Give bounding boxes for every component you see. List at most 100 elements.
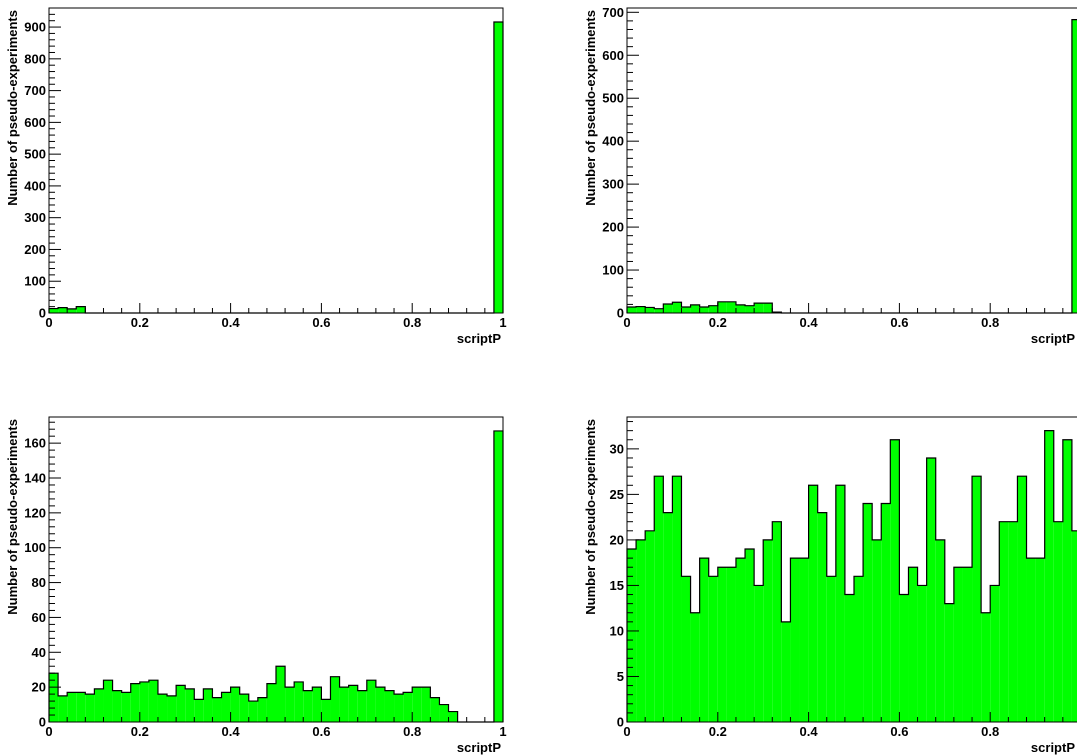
histogram-bar	[754, 303, 764, 313]
histogram-bar	[276, 666, 286, 722]
histogram-bar	[1008, 521, 1018, 722]
x-tick-label: 0.6	[312, 315, 330, 330]
histogram-bar	[672, 476, 682, 722]
x-axis-title: scriptP	[1031, 331, 1075, 346]
plot-frame	[626, 416, 1077, 723]
histogram-bar	[366, 680, 376, 722]
histogram-bar	[375, 687, 385, 722]
histogram-bar	[212, 697, 222, 722]
histogram-bar	[627, 549, 637, 722]
y-tick-label: 200	[24, 242, 46, 257]
histogram-bar	[681, 576, 691, 722]
y-tick-label: 600	[24, 115, 46, 130]
y-tick-label: 20	[32, 680, 46, 695]
histogram-bar	[167, 695, 177, 722]
histogram-bar	[348, 685, 358, 722]
histogram-bar	[708, 576, 718, 722]
y-tick-label: 100	[24, 274, 46, 289]
x-axis-title: scriptP	[457, 331, 501, 346]
histogram-bar	[339, 687, 349, 722]
x-tick-label: 0.4	[800, 315, 819, 330]
histogram-bar	[1017, 476, 1027, 722]
x-tick-label: 0.8	[981, 315, 999, 330]
histogram-bar	[917, 585, 927, 722]
histogram-bar	[67, 692, 77, 722]
histogram-bar	[1062, 439, 1072, 722]
histogram-bar	[717, 301, 727, 313]
histogram-bar	[257, 697, 267, 722]
histogram-bar	[203, 688, 213, 722]
x-tick-label: 0.6	[890, 315, 908, 330]
histogram-bar	[1026, 558, 1036, 722]
histogram-bar	[654, 308, 664, 313]
x-tick-label: 0	[45, 724, 52, 739]
histogram-bar	[772, 521, 782, 722]
x-axis-title: scriptP	[1031, 740, 1075, 755]
histogram-bar	[239, 694, 249, 722]
x-tick-label: 0.8	[403, 315, 421, 330]
histogram-bar	[690, 612, 700, 722]
histogram-bar	[76, 306, 86, 313]
histogram-bar	[412, 687, 422, 722]
histogram-bar	[663, 303, 673, 313]
histogram-bar	[384, 690, 395, 722]
histogram-bar	[808, 485, 818, 722]
histogram-bar	[708, 305, 718, 313]
histogram-bar	[94, 688, 104, 722]
x-tick-label: 0.8	[403, 724, 421, 739]
histogram-bar	[763, 303, 773, 313]
histogram-bar	[690, 304, 700, 313]
x-tick-label: 0	[45, 315, 52, 330]
y-tick-label: 120	[24, 505, 46, 520]
histogram-bar	[826, 576, 836, 722]
histogram-bar	[1044, 430, 1054, 722]
histogram-bar	[130, 683, 140, 722]
y-tick-label: 40	[32, 645, 46, 660]
histogram-bar	[863, 503, 873, 722]
histogram-bar	[430, 697, 440, 722]
histogram-bar	[312, 687, 322, 722]
histogram-bar	[735, 558, 746, 722]
histogram-bar	[972, 476, 982, 722]
histogram-bar	[148, 680, 158, 722]
histogram-bar	[844, 594, 854, 722]
histogram-panel-bottom-right: 0 5 10 15 20 25 30 0 0.2 0.4 0.6 0.8 scriptP Number o…	[583, 416, 1077, 755]
histogram-bar	[58, 307, 68, 313]
x-tick-label: 1	[499, 315, 506, 330]
histogram-outline	[48, 430, 504, 723]
x-tick-label: 0	[623, 315, 630, 330]
histogram-bar	[699, 558, 709, 722]
histogram-bar	[754, 585, 764, 722]
x-tick-label: 0.4	[222, 315, 241, 330]
histogram-bar	[654, 476, 664, 722]
x-tick-label: 0	[623, 724, 630, 739]
histogram-bar	[103, 680, 113, 722]
histogram-bar	[990, 585, 1000, 722]
histogram-bar	[627, 306, 637, 313]
y-tick-label: 200	[602, 220, 624, 235]
y-axis-title: Number of pseudo-experiments	[5, 10, 20, 206]
y-tick-label: 10	[610, 623, 624, 638]
y-tick-label: 0	[39, 306, 46, 321]
y-tick-label: 0	[617, 715, 624, 730]
histogram-bar	[1053, 521, 1063, 722]
y-tick-label: 140	[24, 471, 46, 486]
x-tick-label: 0.2	[131, 724, 149, 739]
histogram-bar	[194, 699, 204, 722]
histogram-bar	[854, 576, 864, 722]
y-tick-label: 80	[32, 575, 46, 590]
histogram-bar	[981, 612, 991, 722]
histogram-bar	[67, 308, 77, 313]
histogram-bar	[1071, 19, 1077, 313]
histogram-bar	[835, 485, 845, 722]
histogram-bar	[493, 430, 503, 722]
histogram-bar	[699, 306, 709, 313]
histogram-bar	[645, 307, 655, 313]
y-tick-label: 15	[610, 578, 624, 593]
histogram-bar	[926, 457, 936, 722]
histogram-bar	[881, 503, 891, 722]
x-tick-label: 0.8	[981, 724, 999, 739]
histogram-bar	[285, 687, 295, 722]
histogram-bar	[745, 305, 755, 313]
histogram-bar	[645, 530, 655, 722]
